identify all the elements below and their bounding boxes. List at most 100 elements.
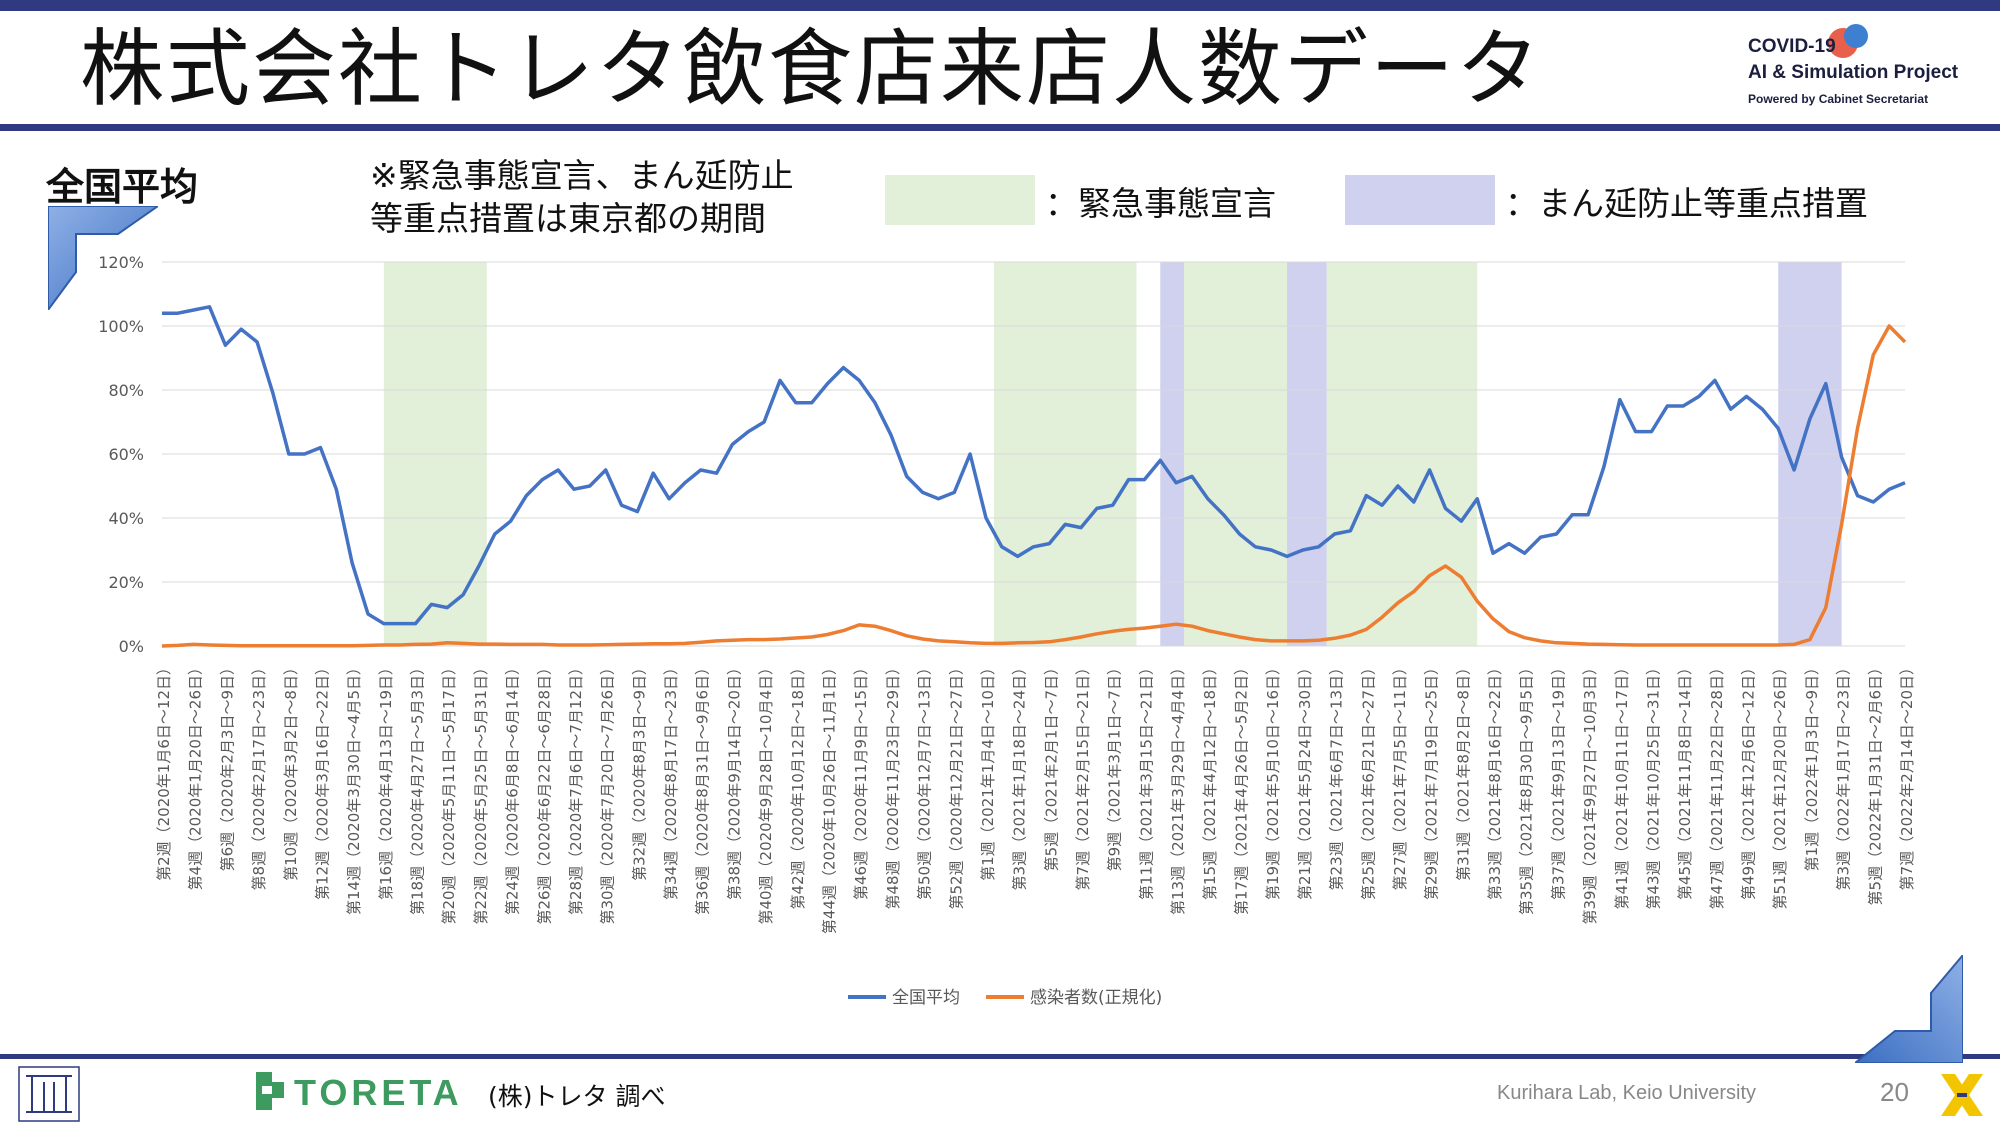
y-tick-label: 0%: [119, 637, 144, 656]
series-lines: [161, 305, 1907, 648]
y-tick-label: 80%: [108, 381, 144, 400]
logo-line-3: Powered by Cabinet Secretariat: [1748, 92, 1929, 106]
x-tick-label: 第16週（2020年4月13日～19日）: [377, 660, 395, 900]
logo-line-2: AI & Simulation Project: [1748, 62, 1959, 83]
x-tick-label: 第48週（2020年11月23日～29日）: [884, 660, 902, 910]
covid-project-logo: COVID-19 AI & Simulation Project Powered…: [1748, 24, 1988, 112]
period-note-line-1: ※緊急事態宣言、まん延防止: [370, 156, 794, 195]
chart-gridlines: [162, 261, 1905, 647]
x-tick-label: 第8週（2020年2月17日～23日）: [250, 660, 268, 890]
x-tick-label: 第36週（2020年8月31日～9月6日）: [694, 660, 712, 915]
x-tick-label: 第5週（2021年2月1日～7日）: [1042, 660, 1060, 871]
y-tick-label: 60%: [108, 445, 144, 464]
x-tick-label: 第6週（2020年2月3日～9日）: [218, 660, 236, 871]
period-note: ※緊急事態宣言、まん延防止 等重点措置は東京都の期間: [370, 154, 794, 240]
x-tick-label: 第5週（2022年1月31日～2月6日）: [1866, 660, 1884, 905]
cross-logo-icon: [1941, 1074, 1983, 1116]
x-tick-label: 第19週（2021年5月10日～16日）: [1264, 660, 1282, 900]
logo-blue-dot-icon: [1844, 24, 1868, 48]
x-tick-label: 第49週（2021年12月6日～12日）: [1740, 660, 1758, 900]
legend-label-1: 感染者数(正規化): [1030, 988, 1162, 1008]
logo-line-1: COVID-19: [1748, 36, 1836, 57]
x-tick-label: 第52週（2020年12月21日～27日）: [947, 660, 965, 910]
series-line-0: [162, 305, 1906, 626]
x-tick-label: 第4週（2020年1月20日～26日）: [187, 660, 205, 890]
period-note-line-2: 等重点措置は東京都の期間: [370, 199, 766, 238]
x-tick-label: 第9週（2021年3月1日～7日）: [1106, 660, 1124, 871]
header-top-bar: [0, 0, 2000, 11]
x-tick-label: 第18週（2020年4月27日～5月3日）: [409, 660, 427, 915]
x-tick-label: 第27週（2021年7月5日～11日）: [1391, 660, 1409, 890]
legend-label-0: 全国平均: [892, 988, 960, 1008]
x-tick-label: 第3週（2021年1月18日～24日）: [1011, 660, 1029, 890]
x-tick-label: 第46週（2020年11月9日～15日）: [852, 660, 870, 900]
x-tick-label: 第14週（2020年3月30日～4月5日）: [345, 660, 363, 915]
toreta-mark-icon: [256, 1072, 284, 1110]
x-tick-label: 第32週（2020年8月3日～9日）: [630, 660, 648, 881]
x-tick-label: 第35週（2021年8月30日～9月5日）: [1518, 660, 1536, 915]
data-source: (株)トレタ 調べ: [488, 1082, 666, 1111]
x-tick-label: 第41週（2021年10月11日～17日）: [1613, 660, 1631, 910]
keio-lab-logo-icon: [18, 1066, 80, 1122]
x-tick-label: 第43週（2021年10月25日～31日）: [1644, 660, 1662, 910]
x-tick-label: 第30週（2020年7月20日～7月26日）: [599, 660, 617, 925]
footer-divider-bar: [0, 1054, 2000, 1059]
x-tick-label: 第1週（2022年1月3日～9日）: [1803, 660, 1821, 871]
x-tick-label: 第23週（2021年6月7日～13日）: [1328, 660, 1346, 890]
x-tick-label: 第44週（2020年10月26日～11月1日）: [821, 660, 839, 934]
y-axis-tick-labels: 0% 20% 40% 60% 80% 100% 120%: [98, 253, 144, 656]
x-tick-label: 第39週（2021年9月27日～10月3日）: [1581, 660, 1599, 925]
slide-title: 株式会社トレタ飲食店来店人数データ: [80, 20, 1543, 118]
y-tick-label: 20%: [108, 573, 144, 592]
page-number: 20: [1880, 1077, 1909, 1107]
x-tick-label: 第24週（2020年6月8日～6月14日）: [504, 660, 522, 915]
x-tick-label: 第50週（2020年12月7日～13日）: [916, 660, 934, 900]
lab-credit: Kurihara Lab, Keio University: [1497, 1082, 1757, 1104]
x-tick-label: 第11週（2021年3月15日～21日）: [1137, 660, 1155, 900]
x-tick-label: 第33週（2021年8月16日～22日）: [1486, 660, 1504, 900]
corner-decoration-bottom-right-icon: [1855, 955, 1963, 1063]
x-tick-label: 第1週（2021年1月4日～10日）: [979, 660, 997, 881]
legend-emergency-swatch: [885, 175, 1035, 225]
x-tick-label: 第12週（2020年3月16日～22日）: [313, 660, 331, 900]
x-tick-label: 第20週（2020年5月11日～5月17日）: [440, 660, 458, 925]
visitor-line-chart: 0% 20% 40% 60% 80% 100% 120% 第2週（2020年1月6日～12日…: [98, 253, 1916, 1008]
y-tick-label: 100%: [98, 317, 144, 336]
x-tick-label: 第10週（2020年3月2日～8日）: [282, 660, 300, 881]
y-tick-label: 120%: [98, 253, 144, 272]
x-tick-label: 第28週（2020年7月6日～7月12日）: [567, 660, 585, 915]
chart-legend: 全国平均 感染者数(正規化): [848, 988, 1162, 1008]
x-tick-label: 第22週（2020年5月25日～5月31日）: [472, 660, 490, 925]
x-tick-label: 第29週（2021年7月19日～25日）: [1423, 660, 1441, 900]
x-tick-label: 第31週（2021年8月2日～8日）: [1454, 660, 1472, 881]
x-tick-label: 第3週（2022年1月17日～23日）: [1835, 660, 1853, 890]
x-tick-label: 第37週（2021年9月13日～19日）: [1549, 660, 1567, 900]
y-tick-label: 40%: [108, 509, 144, 528]
x-tick-label: 第25週（2021年6月21日～27日）: [1359, 660, 1377, 900]
series-line-1: [161, 324, 1907, 648]
x-tick-label: 第15週（2021年4月12日～18日）: [1201, 660, 1219, 900]
x-tick-label: 第7週（2021年2月15日～21日）: [1074, 660, 1092, 890]
x-tick-label: 第26週（2020年6月22日～6月28日）: [535, 660, 553, 925]
x-tick-label: 第17週（2021年4月26日～5月2日）: [1232, 660, 1250, 915]
x-tick-label: 第2週（2020年1月6日～12日）: [155, 660, 173, 881]
legend-emergency-label: ：緊急事態宣言: [1045, 184, 1276, 223]
x-tick-label: 第47週（2021年11月22日～28日）: [1708, 660, 1726, 910]
toreta-logo-text: TORETA: [294, 1072, 463, 1113]
x-tick-label: 第42週（2020年10月12日～18日）: [789, 660, 807, 910]
x-tick-label: 第38週（2020年9月14日～20日）: [725, 660, 743, 900]
legend-priority-swatch: [1345, 175, 1495, 225]
x-tick-label: 第13週（2021年3月29日～4月4日）: [1169, 660, 1187, 915]
x-tick-label: 第7週（2022年2月14日～20日）: [1898, 660, 1916, 890]
x-tick-label: 第40週（2020年9月28日～10月4日）: [757, 660, 775, 925]
legend-priority-label: ：まん延防止等重点措置: [1505, 184, 1868, 223]
x-tick-label: 第51週（2021年12月20日～26日）: [1771, 660, 1789, 910]
x-tick-label: 第21週（2021年5月24日～30日）: [1296, 660, 1314, 900]
x-tick-label: 第34週（2020年8月17日～23日）: [662, 660, 680, 900]
chart-subtitle: 全国平均: [46, 165, 199, 209]
corner-decoration-top-left-icon: [48, 206, 158, 310]
x-tick-label: 第45週（2021年11月8日～14日）: [1676, 660, 1694, 900]
header-divider-bar: [0, 124, 2000, 131]
toreta-logo: TORETA: [250, 1068, 459, 1118]
x-axis-tick-labels: 第2週（2020年1月6日～12日） 第4週（2020年1月20日～26日） 第6週…: [155, 660, 1916, 934]
